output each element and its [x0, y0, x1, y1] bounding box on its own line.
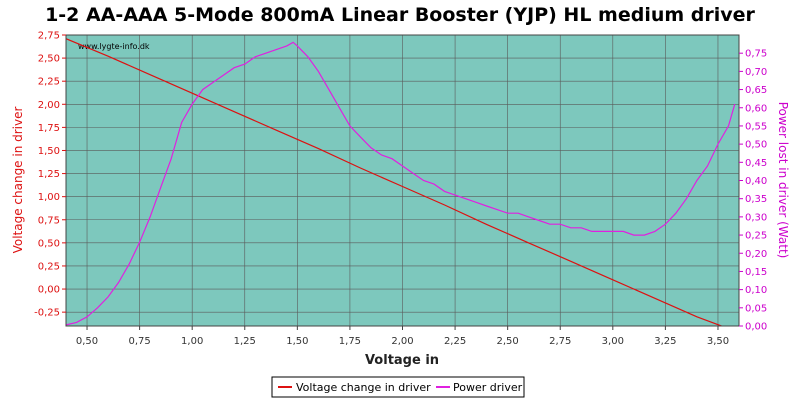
x-tick-label: 2,25: [444, 336, 466, 347]
right-tick-label: 0,05: [745, 303, 767, 314]
left-tick-label: 1,25: [38, 169, 60, 180]
right-tick-label: 0,35: [745, 194, 767, 205]
chart-title: 1-2 AA-AAA 5-Mode 800mA Linear Booster (…: [45, 4, 755, 26]
left-tick-label: 2,00: [38, 100, 60, 111]
left-tick-label: 0,00: [38, 285, 60, 296]
left-tick-label: 1,75: [38, 123, 60, 134]
right-tick-label: 0,60: [745, 103, 767, 114]
x-tick-label: 0,50: [76, 336, 98, 347]
legend: Voltage change in driver Power driver: [271, 376, 525, 398]
left-tick-label: -0,25: [34, 308, 60, 319]
left-tick-label: 2,75: [38, 31, 60, 42]
x-tick-label: 2,00: [391, 336, 413, 347]
legend-label-power: Power driver: [453, 381, 523, 394]
left-tick-label: 2,25: [38, 77, 60, 88]
x-tick-label: 2,50: [497, 336, 519, 347]
watermark: www.lygte-info.dk: [78, 42, 150, 51]
x-tick-label: 3,50: [707, 336, 729, 347]
x-tick-label: 1,50: [286, 336, 308, 347]
right-tick-label: 0,15: [745, 267, 767, 278]
x-tick-label: 1,75: [339, 336, 361, 347]
right-tick-label: 0,75: [745, 49, 767, 60]
left-tick-label: 1,00: [38, 192, 60, 203]
right-tick-label: 0,55: [745, 121, 767, 132]
right-axis-title: Power lost in driver (Watt): [776, 102, 790, 259]
x-tick-label: 1,25: [234, 336, 256, 347]
left-axis-ticks: 2,75 2,50 2,25 2,00 1,75 1,50 1,25 1,00 0,75 0,50…: [34, 31, 66, 319]
left-tick-label: 0,25: [38, 261, 60, 272]
right-tick-label: 0,40: [745, 176, 767, 187]
left-tick-label: 2,50: [38, 54, 60, 65]
x-axis-title: Voltage in: [365, 353, 439, 368]
left-tick-label: 1,50: [38, 146, 60, 157]
right-tick-label: 0,25: [745, 231, 767, 242]
x-tick-label: 3,25: [654, 336, 676, 347]
x-tick-label: 3,00: [602, 336, 624, 347]
left-tick-label: 0,75: [38, 215, 60, 226]
right-tick-label: 0,30: [745, 212, 767, 223]
left-tick-label: 0,50: [38, 238, 60, 249]
right-axis-ticks: 0,75 0,70 0,65 0,60 0,55 0,50 0,45 0,40 0,35 0,30…: [739, 49, 767, 333]
series-layer: [66, 38, 736, 326]
power-driver-line: [66, 41, 736, 326]
right-tick-label: 0,65: [745, 85, 767, 96]
x-axis-ticks: 0,50 0,75 1,00 1,25 1,50 1,75 2,00 2,25 2,50 2,75…: [76, 326, 729, 347]
legend-label-voltage: Voltage change in driver: [296, 381, 431, 394]
x-tick-label: 2,75: [549, 336, 571, 347]
x-tick-label: 1,00: [181, 336, 203, 347]
left-axis-title: Voltage change in driver: [11, 107, 25, 254]
grid-lines: [66, 34, 739, 326]
right-tick-label: 0,20: [745, 249, 767, 260]
right-tick-label: 0,45: [745, 158, 767, 169]
x-tick-label: 0,75: [128, 336, 150, 347]
right-tick-label: 0,10: [745, 285, 767, 296]
right-tick-label: 0,50: [745, 140, 767, 151]
legend-box: [271, 376, 525, 398]
right-tick-label: 0,70: [745, 67, 767, 78]
voltage-change-line: [66, 38, 724, 326]
right-tick-label: 0,00: [745, 322, 767, 333]
